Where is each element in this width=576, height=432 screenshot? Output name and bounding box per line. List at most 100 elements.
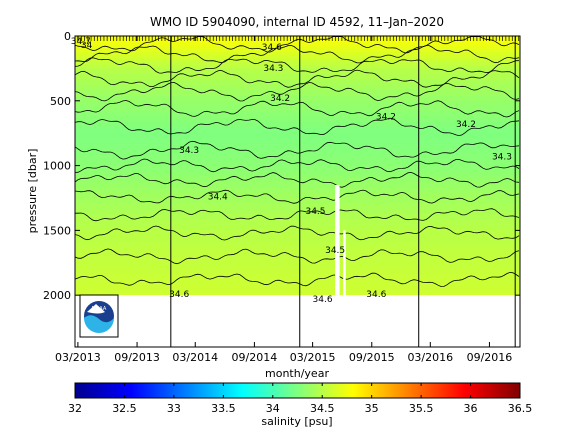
salinity-band <box>75 106 520 113</box>
y-tick-label: 1500 <box>43 224 71 237</box>
contour-line <box>75 140 520 160</box>
salinity-band <box>75 241 520 248</box>
data-gap <box>335 185 340 296</box>
contour-label: 34.5 <box>305 207 325 217</box>
salinity-band <box>75 289 520 296</box>
colorbar-tick-label: 34.5 <box>310 402 335 415</box>
contour-line <box>75 69 520 88</box>
no-data-region <box>75 295 520 347</box>
contour-line <box>75 57 519 74</box>
salinity-band <box>75 187 520 194</box>
contour-line <box>75 117 520 137</box>
colorbar-tick-label: 32.5 <box>112 402 137 415</box>
contour-label: 34.5 <box>325 246 345 256</box>
y-tick-label: 0 <box>64 30 71 43</box>
salinity-band <box>75 127 520 134</box>
salinity-band <box>75 160 520 167</box>
salinity-band <box>75 176 520 183</box>
colorbar-label: salinity [psu] <box>261 415 332 428</box>
salinity-band <box>75 133 520 140</box>
contour-label: 34.7 <box>71 37 91 47</box>
y-tick-label: 2000 <box>43 289 71 302</box>
salinity-band <box>75 111 520 118</box>
x-tick-label: 03/2016 <box>407 351 453 364</box>
salinity-band <box>75 192 520 199</box>
x-tick-label: 09/2015 <box>349 351 395 364</box>
salinity-band <box>75 224 520 231</box>
contour-label: 34.6 <box>366 290 386 300</box>
y-tick-label: 500 <box>50 95 71 108</box>
contour-line <box>75 171 520 188</box>
data-gaps <box>335 185 346 296</box>
contour-lines <box>75 36 520 347</box>
data-gap <box>343 230 346 296</box>
salinity-band <box>75 203 520 210</box>
contour-line <box>75 100 520 118</box>
salinity-band <box>75 48 520 53</box>
salinity-band <box>75 79 520 86</box>
salinity-band <box>75 122 520 129</box>
salinity-band <box>75 165 520 172</box>
salinity-band <box>75 61 520 66</box>
salinity-band <box>75 251 520 258</box>
salinity-band <box>75 268 520 275</box>
y-tick-label: 1000 <box>43 160 71 173</box>
contour-line <box>75 189 520 204</box>
colorbar-tick-label: 33 <box>167 402 181 415</box>
contour-label: 34.6 <box>313 295 333 305</box>
salinity-band <box>75 65 520 69</box>
colorbar-tick-label: 34 <box>266 402 280 415</box>
contour-line <box>75 208 520 222</box>
salinity-band <box>75 143 520 150</box>
salinity-band <box>75 181 520 188</box>
x-axis-label: month/year <box>265 367 329 380</box>
contour-line <box>75 81 520 102</box>
contour-label: 34.3 <box>179 146 199 156</box>
plot-frame <box>74 35 521 348</box>
colorbar-tick-label: 36 <box>464 402 478 415</box>
salinity-band <box>75 278 520 285</box>
salinity-band <box>75 246 520 253</box>
salinity-band <box>75 284 520 291</box>
contour-label: 34.3 <box>492 153 512 163</box>
salinity-band <box>75 95 520 102</box>
colorbar-tick-label: 35.5 <box>409 402 434 415</box>
contour-label: 34.2 <box>376 112 396 122</box>
colorbar-tick-label: 33.5 <box>211 402 236 415</box>
y-axis: 0 500 1000 1500 2000 <box>43 30 520 302</box>
contour-line <box>75 158 520 173</box>
salinity-band <box>75 36 520 39</box>
salinity-band <box>75 230 520 237</box>
contour-label: 34.2 <box>270 94 290 104</box>
colorbar-tick-label: 36.5 <box>508 402 533 415</box>
salinity-band <box>75 149 520 156</box>
salinity-band <box>75 73 520 80</box>
y-axis-label: pressure [dbar] <box>26 149 39 234</box>
colorbar-axis: 32 32.5 33 33.5 34 34.5 35 35.5 36 36.5 <box>68 383 532 415</box>
contour-line <box>75 225 520 241</box>
contour-label: 34.6 <box>262 43 282 53</box>
salinity-band <box>75 138 520 145</box>
x-tick-label: 03/2015 <box>290 351 336 364</box>
contour-label: 34.6 <box>169 290 189 300</box>
noaa-logo: NOAA <box>79 294 119 338</box>
salinity-band <box>75 42 520 46</box>
x-tick-label: 03/2014 <box>172 351 218 364</box>
contour-label: 34.2 <box>456 120 476 130</box>
salinity-band <box>75 40 520 44</box>
salinity-band <box>75 46 520 50</box>
contour-labels: 34.734 34.6 34.3 34.2 34.2 34.2 34.3 34.3 34.4 34… <box>71 37 512 305</box>
contour-line <box>75 248 520 265</box>
logo-text: NOAA <box>92 306 107 312</box>
contour-label: 34 <box>81 41 93 51</box>
x-tick-label: 09/2013 <box>114 351 160 364</box>
contour-label: 34.4 <box>208 193 228 203</box>
salinity-band <box>75 58 520 63</box>
salinity-band <box>75 257 520 264</box>
salinity-band <box>75 116 520 123</box>
salinity-heatmap <box>75 36 520 296</box>
salinity-band <box>75 89 520 96</box>
x-tick-label: 03/2013 <box>55 351 101 364</box>
salinity-band <box>75 52 520 57</box>
